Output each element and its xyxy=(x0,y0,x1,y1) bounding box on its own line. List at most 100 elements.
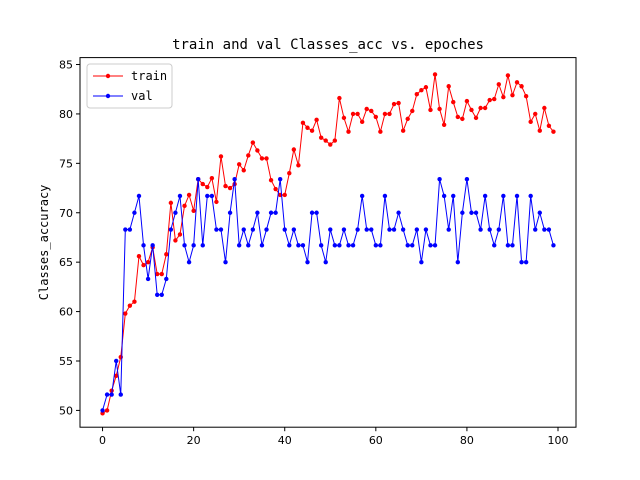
data-point-val-97 xyxy=(542,227,547,232)
data-point-val-88 xyxy=(501,193,506,199)
legend-marker-val xyxy=(105,93,111,99)
data-point-train-88 xyxy=(501,94,506,100)
legend: train val xyxy=(86,63,173,109)
data-point-train-3 xyxy=(114,373,119,379)
data-point-val-75 xyxy=(441,193,447,199)
y-tick-label: 55 xyxy=(59,355,73,368)
data-point-train-60 xyxy=(373,114,379,120)
data-point-val-47 xyxy=(314,210,319,215)
y-axis: 50 55 60 65 70 75 80 85 xyxy=(59,59,80,417)
y-tick-label: 80 xyxy=(59,108,73,121)
data-point-train-89 xyxy=(505,73,511,78)
data-point-train-15 xyxy=(168,200,174,206)
data-point-val-39 xyxy=(277,176,283,182)
data-point-val-63 xyxy=(387,227,392,232)
data-point-val-10 xyxy=(145,276,151,282)
data-point-val-77 xyxy=(451,193,456,199)
data-point-train-56 xyxy=(355,111,360,117)
data-point-train-14 xyxy=(164,252,169,257)
x-tick-label: 80 xyxy=(460,434,474,447)
data-point-val-67 xyxy=(405,243,410,248)
data-point-train-46 xyxy=(309,128,315,133)
data-point-val-61 xyxy=(378,243,383,248)
x-tick-label: 20 xyxy=(187,434,201,447)
data-point-val-17 xyxy=(177,193,183,199)
data-point-train-68 xyxy=(410,108,415,114)
legend-marker-train xyxy=(105,73,111,79)
data-point-val-55 xyxy=(350,243,356,248)
y-tick-label: 50 xyxy=(59,404,73,417)
data-point-train-83 xyxy=(478,105,483,111)
data-point-val-8 xyxy=(136,193,142,199)
data-point-train-61 xyxy=(378,129,383,134)
data-point-train-33 xyxy=(250,140,256,145)
data-point-val-0 xyxy=(100,408,105,413)
data-point-val-40 xyxy=(282,227,287,232)
data-point-val-78 xyxy=(455,259,461,265)
data-point-val-58 xyxy=(364,227,369,232)
data-point-train-47 xyxy=(314,117,319,123)
data-point-val-64 xyxy=(391,227,397,232)
data-point-train-12 xyxy=(155,271,160,277)
data-point-val-30 xyxy=(236,243,242,248)
data-point-train-82 xyxy=(473,115,479,121)
data-point-train-28 xyxy=(227,185,233,191)
data-point-train-90 xyxy=(510,92,515,98)
data-point-train-35 xyxy=(259,156,265,161)
legend-label-train: train xyxy=(131,69,167,83)
data-point-val-21 xyxy=(195,176,201,182)
data-point-val-69 xyxy=(414,227,420,232)
data-point-val-41 xyxy=(287,243,292,248)
data-point-train-93 xyxy=(523,93,529,99)
data-point-train-67 xyxy=(405,116,410,122)
data-point-train-5 xyxy=(123,311,128,316)
data-point-val-23 xyxy=(205,193,210,199)
data-point-train-74 xyxy=(437,106,442,112)
data-point-val-43 xyxy=(296,243,301,248)
data-point-train-72 xyxy=(428,107,433,113)
y-tick-label: 75 xyxy=(59,157,73,170)
data-point-train-27 xyxy=(223,183,228,189)
data-point-train-96 xyxy=(537,128,542,133)
data-point-train-26 xyxy=(218,154,224,159)
data-point-val-19 xyxy=(186,259,192,265)
chart-title: train and val Classes_acc vs. epoches xyxy=(172,37,484,53)
data-point-train-7 xyxy=(132,299,137,304)
data-point-val-36 xyxy=(264,227,269,232)
data-point-train-92 xyxy=(519,84,524,89)
data-point-train-99 xyxy=(551,129,556,134)
series-layer xyxy=(100,72,556,416)
data-point-val-27 xyxy=(223,259,228,265)
data-point-val-66 xyxy=(400,227,406,232)
data-point-train-9 xyxy=(141,262,146,268)
data-point-val-32 xyxy=(246,243,251,248)
data-point-val-87 xyxy=(496,227,501,232)
data-point-train-1 xyxy=(104,408,110,413)
data-point-train-44 xyxy=(300,120,306,126)
data-point-val-3 xyxy=(114,358,119,364)
data-point-train-30 xyxy=(236,162,242,167)
data-point-train-20 xyxy=(191,208,196,213)
data-point-val-44 xyxy=(300,243,306,248)
data-point-val-93 xyxy=(523,259,529,265)
data-point-val-33 xyxy=(250,227,256,232)
data-point-val-90 xyxy=(510,243,515,248)
data-point-val-18 xyxy=(182,243,187,248)
data-point-train-24 xyxy=(209,175,215,181)
data-point-train-6 xyxy=(127,303,133,308)
data-point-train-19 xyxy=(186,192,192,198)
data-point-val-65 xyxy=(396,210,401,215)
data-point-train-98 xyxy=(546,123,552,128)
data-point-val-45 xyxy=(305,259,310,265)
data-point-train-75 xyxy=(441,122,447,128)
data-point-val-50 xyxy=(328,227,333,232)
data-point-train-59 xyxy=(369,108,374,114)
data-point-val-1 xyxy=(104,392,110,397)
data-point-val-56 xyxy=(355,227,360,232)
data-point-val-95 xyxy=(533,227,538,232)
data-point-val-12 xyxy=(155,292,160,297)
data-point-train-50 xyxy=(328,142,333,147)
data-point-train-58 xyxy=(364,106,369,112)
data-point-train-84 xyxy=(482,105,488,111)
